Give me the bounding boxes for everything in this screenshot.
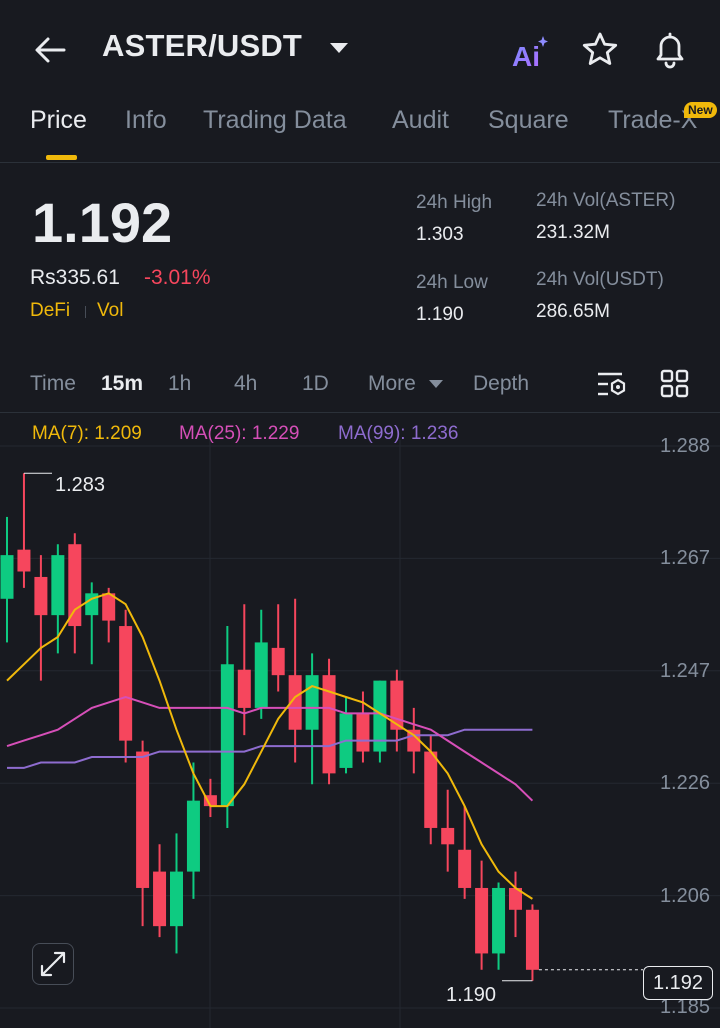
candle-body <box>34 576 48 616</box>
high-value: 1.303 <box>416 224 464 245</box>
candle-body <box>441 827 455 845</box>
y-tick-label: 1.288 <box>659 435 710 457</box>
tf-1d[interactable]: 1D <box>302 372 329 395</box>
candlestick-chart[interactable] <box>0 440 720 1028</box>
ma7-legend: MA(7): 1.209 <box>32 423 142 444</box>
candle-body <box>492 887 506 954</box>
vol-base-value: 231.32M <box>536 222 610 243</box>
expand-chart-button[interactable] <box>32 943 74 985</box>
candle-body <box>203 795 217 807</box>
candle-body <box>458 849 472 888</box>
tab-bar: Price Info Trading Data Audit Square Tra… <box>0 102 720 163</box>
candle-body <box>373 680 387 752</box>
low-value: 1.190 <box>416 304 464 325</box>
tf-1h[interactable]: 1h <box>168 372 192 395</box>
candle-body <box>305 675 319 730</box>
tag-divider <box>85 306 86 318</box>
candle-body <box>17 549 31 572</box>
candle-body <box>237 669 251 708</box>
more-chevron-icon[interactable] <box>429 380 443 388</box>
indicator-settings-icon[interactable] <box>596 370 628 400</box>
vol-quote-value: 286.65M <box>536 301 610 322</box>
y-tick-label: 1.267 <box>659 547 710 569</box>
vol-base-label: 24h Vol(ASTER) <box>536 190 676 211</box>
chart-top-divider <box>0 412 720 413</box>
expand-icon <box>40 951 66 977</box>
candle-body <box>0 555 14 599</box>
last-price-tag: 1.192 <box>643 966 713 1000</box>
chart-high-label: 1.283 <box>55 474 106 496</box>
y-tick-label: 1.247 <box>659 660 710 682</box>
candle-body <box>170 871 183 927</box>
y-tick-label: 1.206 <box>659 885 710 907</box>
new-badge: New <box>684 102 717 118</box>
candle-body <box>102 593 116 621</box>
high-label: 24h High <box>416 192 493 213</box>
low-label: 24h Low <box>416 272 488 293</box>
ma99-line <box>7 728 533 769</box>
tf-time[interactable]: Time <box>30 372 76 395</box>
ai-icon[interactable]: Ai <box>512 34 552 72</box>
candle-body <box>356 713 370 752</box>
candle-body <box>220 664 234 807</box>
candle-body <box>254 642 268 708</box>
ma99-legend: MA(99): 1.236 <box>338 423 459 444</box>
candle-body <box>271 647 285 676</box>
last-price: 1.192 <box>32 191 173 254</box>
vol-quote-label: 24h Vol(USDT) <box>536 269 664 290</box>
active-tab-indicator <box>46 155 77 160</box>
tab-price[interactable]: Price <box>30 106 87 134</box>
candle-body <box>68 544 82 627</box>
star-icon[interactable] <box>580 30 620 70</box>
candle-body <box>288 675 302 730</box>
chevron-down-icon[interactable] <box>330 43 348 53</box>
candle-body <box>153 871 167 927</box>
candle-body <box>119 626 133 741</box>
tag-defi[interactable]: DeFi <box>30 300 71 321</box>
tf-4h[interactable]: 4h <box>234 372 258 395</box>
tab-trade-x[interactable]: Trade-X <box>608 106 698 134</box>
y-tick-label: 1.226 <box>659 772 710 794</box>
grid-layout-icon[interactable] <box>660 369 690 399</box>
chart-low-label: 1.190 <box>446 984 497 1006</box>
tf-more[interactable]: More <box>368 372 416 395</box>
tf-15m[interactable]: 15m <box>101 372 144 395</box>
tag-vol[interactable]: Vol <box>97 300 124 321</box>
back-arrow-icon[interactable] <box>30 30 70 70</box>
ma25-line <box>6 695 534 802</box>
tf-depth[interactable]: Depth <box>473 372 530 395</box>
bell-icon[interactable] <box>650 28 690 70</box>
candle-body <box>525 909 539 970</box>
candle-body <box>186 800 200 872</box>
tab-square[interactable]: Square <box>488 106 569 134</box>
ma7-line <box>6 592 533 900</box>
ai-icon-label: Ai <box>512 41 540 70</box>
fiat-price: Rs335.61 <box>30 266 120 289</box>
price-change: -3.01% <box>144 266 211 289</box>
ma25-legend: MA(25): 1.229 <box>179 423 300 444</box>
candle-body <box>475 887 489 954</box>
candle-body <box>424 751 438 828</box>
pair-title[interactable]: ASTER/USDT <box>102 28 303 63</box>
candle-body <box>322 675 336 774</box>
tab-info[interactable]: Info <box>125 106 167 134</box>
y-tick-label: 1.185 <box>659 996 710 1018</box>
candle-body <box>51 555 65 616</box>
tab-audit[interactable]: Audit <box>392 106 449 134</box>
candle-body <box>136 751 150 888</box>
tab-trading-data[interactable]: Trading Data <box>203 106 347 134</box>
candle-body <box>509 887 522 910</box>
